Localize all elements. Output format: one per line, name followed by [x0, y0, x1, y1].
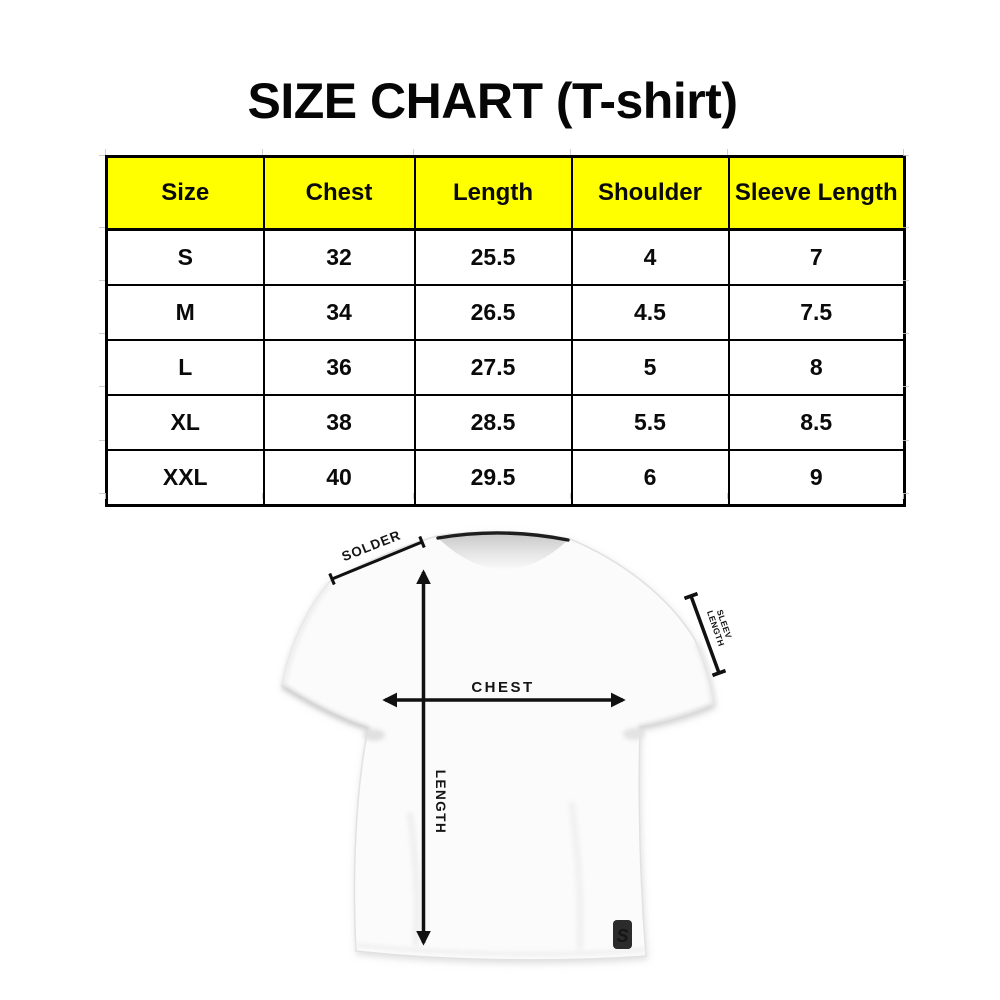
cell-sleeve-length: 7.5 [727, 284, 906, 341]
gridline-stub [262, 493, 263, 499]
table-row: XL 38 28.5 5.5 8.5 [105, 394, 906, 451]
col-header-chest: Chest [262, 155, 416, 231]
cell-sleeve-length: 8.5 [727, 394, 906, 451]
cell-length: 28.5 [413, 394, 573, 451]
gridline-stub [903, 227, 909, 228]
cell-chest: 36 [262, 339, 416, 396]
gridline-stub [727, 493, 728, 499]
chest-label: CHEST [471, 679, 534, 696]
cell-chest: 32 [262, 228, 416, 286]
gridline-stub [105, 493, 106, 499]
size-chart-table: Size Chest Length Shoulder Sleeve Length… [105, 155, 906, 507]
table-row: S 32 25.5 4 7 [105, 228, 906, 286]
brand-badge-letter: S [616, 926, 628, 946]
gridline-stub [99, 227, 105, 228]
tshirt-illustration: S LENGTH CHEST SOLDER SLEEV LENGTH [281, 527, 736, 961]
gridline-stub [99, 280, 105, 281]
gridline-stub [903, 493, 904, 499]
gridline-stub [413, 493, 414, 499]
table-row: M 34 26.5 4.5 7.5 [105, 284, 906, 341]
cell-sleeve-length: 7 [727, 228, 906, 286]
gridline-stub [413, 149, 414, 155]
cell-chest: 40 [262, 449, 416, 507]
cell-length: 29.5 [413, 449, 573, 507]
cell-length: 27.5 [413, 339, 573, 396]
cell-shoulder: 5 [570, 339, 730, 396]
cell-length: 26.5 [413, 284, 573, 341]
header-row: Size Chest Length Shoulder Sleeve Length [105, 155, 906, 231]
gridline-stub [903, 493, 909, 494]
length-label: LENGTH [433, 770, 448, 835]
sleeve-label: SLEEV LENGTH [705, 606, 736, 648]
gridline-stub [570, 149, 571, 155]
cell-sleeve-length: 9 [727, 449, 906, 507]
gridline-stub [99, 386, 105, 387]
brand-badge: S [613, 920, 632, 949]
cell-shoulder: 5.5 [570, 394, 730, 451]
collar [436, 531, 570, 542]
table-row: L 36 27.5 5 8 [105, 339, 906, 396]
gridline-stub [99, 333, 105, 334]
cell-shoulder: 4 [570, 228, 730, 286]
gridline-stub [903, 386, 909, 387]
col-header-length: Length [413, 155, 573, 231]
col-header-size: Size [105, 155, 265, 231]
cell-chest: 34 [262, 284, 416, 341]
cell-size: S [105, 228, 265, 286]
cell-size: L [105, 339, 265, 396]
size-chart: Size Chest Length Shoulder Sleeve Length… [99, 149, 909, 507]
shoulder-dimension-line [328, 535, 426, 586]
gridline-stub [99, 493, 105, 494]
cell-shoulder: 4.5 [570, 284, 730, 341]
cell-size: XL [105, 394, 265, 451]
gridline-stub [570, 493, 571, 499]
gridline-stub [99, 155, 105, 156]
gridline-stub [262, 149, 263, 155]
neck-opening [439, 533, 567, 570]
gridline-stub [903, 440, 909, 441]
cell-length: 25.5 [413, 228, 573, 286]
gridline-stub [727, 149, 728, 155]
gridline-stub [903, 155, 909, 156]
tshirt-body [281, 530, 715, 961]
col-header-shoulder: Shoulder [570, 155, 730, 231]
gridline-stub [105, 149, 106, 155]
cell-chest: 38 [262, 394, 416, 451]
col-header-sleeve-length: Sleeve Length [727, 155, 906, 231]
table-row: XXL 40 29.5 6 9 [105, 449, 906, 507]
gridline-stub [903, 149, 904, 155]
cell-shoulder: 6 [570, 449, 730, 507]
page-title: SIZE CHART (T-shirt) [247, 73, 738, 129]
gridline-stub [903, 333, 909, 334]
gridline-stub [903, 280, 909, 281]
cell-sleeve-length: 8 [727, 339, 906, 396]
sleeve-dimension-line [683, 591, 727, 678]
cell-size: M [105, 284, 265, 341]
gridline-stub [99, 440, 105, 441]
cell-size: XXL [105, 449, 265, 507]
